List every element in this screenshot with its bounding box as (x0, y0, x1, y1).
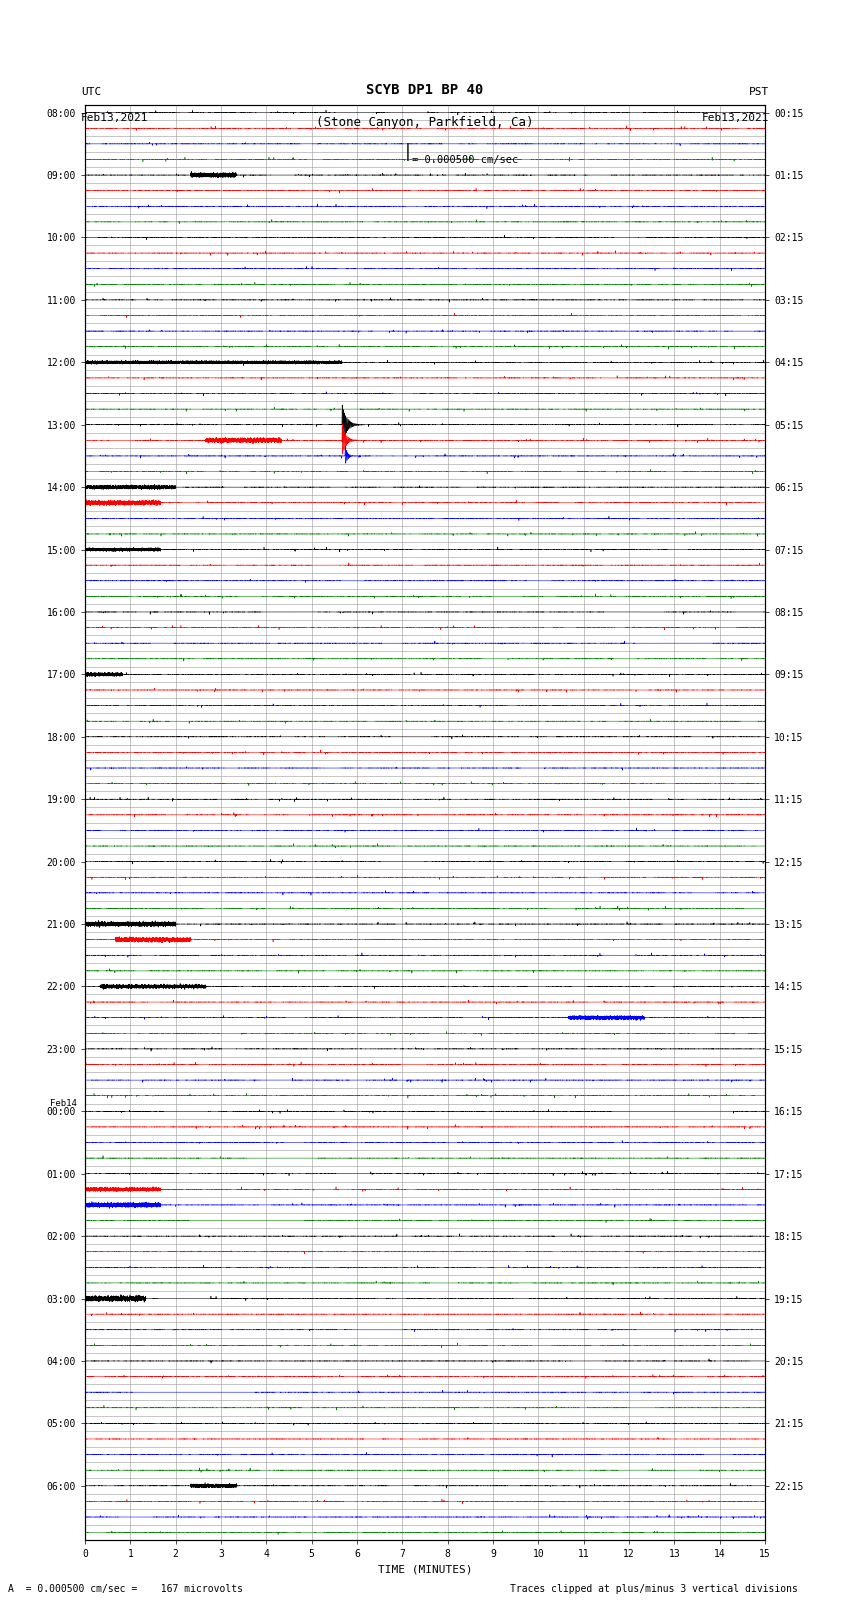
Text: A  = 0.000500 cm/sec =    167 microvolts: A = 0.000500 cm/sec = 167 microvolts (8, 1584, 243, 1594)
Text: Feb14: Feb14 (50, 1098, 76, 1108)
Text: Feb13,2021: Feb13,2021 (81, 113, 148, 123)
Text: = 0.000500 cm/sec: = 0.000500 cm/sec (412, 155, 518, 165)
Text: UTC: UTC (81, 87, 101, 97)
Text: Traces clipped at plus/minus 3 vertical divisions: Traces clipped at plus/minus 3 vertical … (510, 1584, 798, 1594)
X-axis label: TIME (MINUTES): TIME (MINUTES) (377, 1565, 473, 1574)
Text: (Stone Canyon, Parkfield, Ca): (Stone Canyon, Parkfield, Ca) (316, 116, 534, 129)
Text: SCYB DP1 BP 40: SCYB DP1 BP 40 (366, 82, 484, 97)
Text: PST: PST (749, 87, 769, 97)
Text: Feb13,2021: Feb13,2021 (702, 113, 769, 123)
Text: |: | (403, 144, 413, 161)
